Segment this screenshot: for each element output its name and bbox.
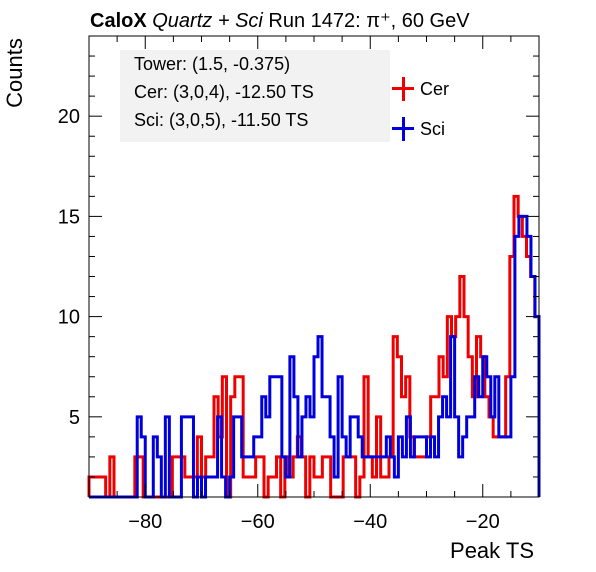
legend-marker-cer [392,77,414,101]
info-tower: Tower: (1.5, -0.375) [134,54,291,74]
legend-label-cer: Cer [420,79,450,99]
x-tick-label: −60 [241,511,275,533]
x-tick-label: −80 [128,511,162,533]
title-particle: π⁺, 60 GeV [366,10,470,32]
legend-entry-cer: Cer [388,75,498,115]
x-axis-label: Peak TS [450,538,534,563]
x-tick-label: −20 [466,511,500,533]
series-line-cer [87,194,541,499]
title-run: Run 1472: [268,10,361,32]
y-tick-label: 20 [58,106,80,128]
info-sci: Sci: (3,0,5), -11.50 TS [134,110,309,130]
y-tick-label: 10 [58,307,80,329]
y-tick-label: 15 [58,206,80,228]
legend-label-sci: Sci [420,119,446,139]
legend-entry-sci: Sci [388,115,498,155]
info-cer: Cer: (3,0,4), -12.50 TS [134,82,314,102]
title-brand: CaloX [90,10,147,32]
y-tick-label: 5 [69,407,80,429]
series-line-sci [89,214,541,499]
legend-marker-sci [392,117,414,141]
title-detectors: Quartz + Sci [152,10,263,32]
legend: Cer Sci [388,75,498,155]
plot-title: CaloX Quartz + Sci Run 1472: π⁺, 60 GeV [90,8,470,33]
y-axis-label: Counts [2,38,27,108]
info-box: Tower: (1.5, -0.375) Cer: (3,0,4), -12.5… [120,50,390,142]
x-tick-label: −40 [353,511,387,533]
